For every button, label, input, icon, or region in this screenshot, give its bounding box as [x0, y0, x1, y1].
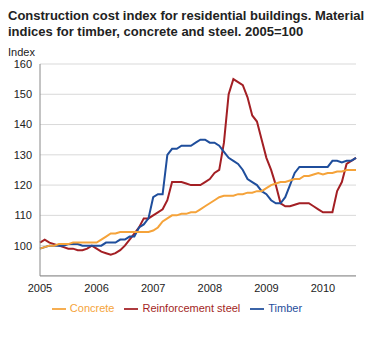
svg-text:110: 110	[14, 209, 32, 221]
html-text:Timber: Timber	[268, 301, 303, 314]
svg-text:130: 130	[14, 149, 32, 161]
html-text:Index: Index	[8, 46, 35, 58]
svg-text:100: 100	[14, 240, 32, 252]
svg-text:2008: 2008	[198, 282, 222, 294]
html-text:Reinforcement steel: Reinforcement steel	[142, 301, 241, 314]
html-text:Construction cost index for re: Construction cost index for residential …	[8, 8, 365, 39]
html-text:Concrete: Concrete	[69, 301, 115, 314]
svg-text:160: 160	[14, 58, 32, 70]
svg-text:2005: 2005	[28, 282, 52, 294]
svg-text:140: 140	[14, 118, 32, 130]
svg-text:2010: 2010	[311, 282, 335, 294]
svg-text:2009: 2009	[254, 282, 278, 294]
svg-text:150: 150	[14, 88, 32, 100]
svg-text:120: 120	[14, 179, 32, 191]
svg-text:2006: 2006	[84, 282, 108, 294]
svg-text:2007: 2007	[141, 282, 165, 294]
